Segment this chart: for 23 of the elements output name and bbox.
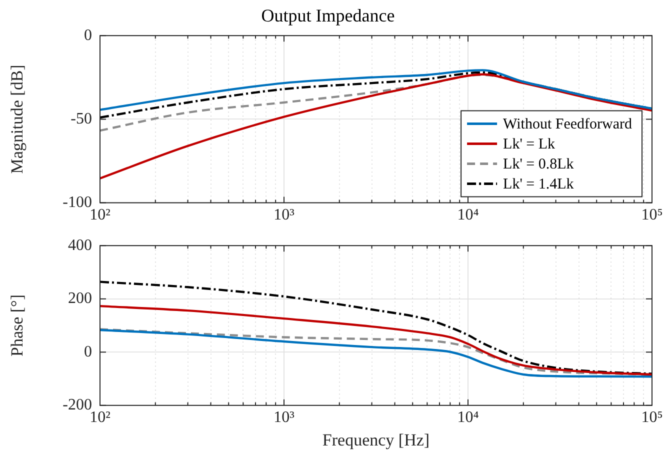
y-tick-label: -100 xyxy=(62,194,92,212)
x-tick-label: 10⁵ xyxy=(641,206,663,224)
legend-label: Lk' = 0.8Lk xyxy=(503,156,574,173)
y-tick-label: -200 xyxy=(62,396,92,414)
x-tick-label: 10⁴ xyxy=(457,206,480,224)
x-tick-label: 10² xyxy=(90,409,111,426)
y-axis-title: Phase [°] xyxy=(8,294,27,357)
x-tick-label: 10² xyxy=(90,206,111,224)
y-tick-label: 0 xyxy=(84,26,92,44)
x-axis-title: Frequency [Hz] xyxy=(322,430,430,450)
x-tick-label: 10³ xyxy=(274,206,295,224)
y-axis-title: Magnitude [dB] xyxy=(8,64,27,174)
x-tick-label: 10⁵ xyxy=(641,409,663,426)
legend-label: Lk' = 1.4Lk xyxy=(503,176,574,193)
chart-title: Output Impedance xyxy=(261,6,395,26)
y-tick-label: 0 xyxy=(84,343,92,360)
y-tick-label: 200 xyxy=(68,290,92,308)
y-tick-label: 400 xyxy=(68,236,92,254)
x-tick-label: 10³ xyxy=(274,409,295,426)
legend-label: Lk' = Lk xyxy=(503,136,556,153)
legend-label: Without Feedforward xyxy=(503,116,632,133)
y-tick-label: -50 xyxy=(70,110,92,128)
x-tick-label: 10⁴ xyxy=(457,409,480,426)
